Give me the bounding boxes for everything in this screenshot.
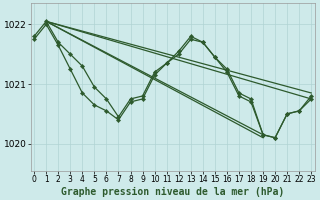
X-axis label: Graphe pression niveau de la mer (hPa): Graphe pression niveau de la mer (hPa) — [61, 186, 284, 197]
